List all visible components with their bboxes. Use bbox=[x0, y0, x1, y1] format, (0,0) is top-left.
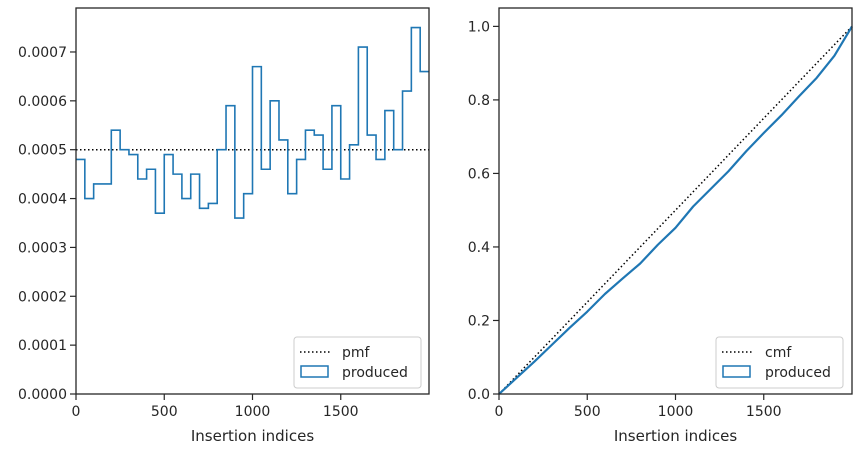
cmf-y-tick-label: 0.6 bbox=[468, 166, 490, 182]
pmf-legend: pmf produced bbox=[293, 336, 422, 389]
cmf-plot-frame bbox=[498, 7, 853, 395]
cmf-y-tick-label: 0.8 bbox=[468, 93, 490, 109]
cmf-panel: 0 500 1000 1500 0.0 0.2 0.4 0.6 0.8 1.0 Insertion… bbox=[468, 7, 853, 445]
cmf-legend: cmf produced bbox=[715, 336, 844, 389]
cmf-x-tick-label: 1500 bbox=[746, 404, 782, 420]
cmf-x-tick-label: 0 bbox=[495, 404, 504, 420]
pmf-series-layer bbox=[76, 26, 429, 219]
pmf-ticks: 0 500 1000 1500 0.0000 0.0001 0.0002 0.0003 0.00… bbox=[18, 45, 359, 420]
cmf-legend-box bbox=[715, 336, 844, 389]
pmf-y-tick-label: 0.0001 bbox=[18, 338, 67, 354]
cmf-ticks: 0 500 1000 1500 0.0 0.2 0.4 0.6 0.8 1.0 bbox=[468, 19, 782, 420]
pmf-legend-produced-swatch bbox=[300, 365, 329, 378]
pmf-plot-frame bbox=[75, 7, 430, 395]
pmf-x-tick-label: 0 bbox=[72, 404, 81, 420]
cmf-legend-produced-label: produced bbox=[765, 365, 831, 381]
pmf-y-tick-label: 0.0002 bbox=[18, 289, 67, 305]
cmf-x-axis-label: Insertion indices bbox=[614, 427, 737, 445]
pmf-x-tick-label: 1000 bbox=[235, 404, 271, 420]
pmf-x-tick-label: 1500 bbox=[323, 404, 359, 420]
pmf-legend-pmf-label: pmf bbox=[342, 345, 371, 361]
pmf-x-axis-label: Insertion indices bbox=[191, 427, 314, 445]
pmf-y-tick-label: 0.0006 bbox=[18, 94, 67, 110]
pmf-legend-produced-label: produced bbox=[342, 365, 408, 381]
cmf-y-tick-label: 0.0 bbox=[468, 387, 490, 403]
cmf-reference-layer bbox=[498, 25, 853, 395]
cmf-x-tick-label: 1000 bbox=[658, 404, 694, 420]
cmf-legend-cmf-label: cmf bbox=[765, 345, 792, 361]
pmf-panel: 0 500 1000 1500 0.0000 0.0001 0.0002 0.0003 0.00… bbox=[18, 7, 430, 445]
cmf-legend-produced-swatch bbox=[722, 365, 751, 378]
pmf-x-tick-label: 500 bbox=[151, 404, 178, 420]
pmf-produced-step-line bbox=[76, 26, 429, 219]
pmf-y-tick-label: 0.0000 bbox=[18, 387, 67, 403]
pmf-y-tick-label: 0.0004 bbox=[18, 192, 67, 208]
pmf-y-tick-label: 0.0003 bbox=[18, 240, 67, 256]
pmf-y-tick-label: 0.0005 bbox=[18, 143, 67, 159]
cmf-produced-curve bbox=[498, 25, 853, 395]
pmf-legend-box bbox=[293, 336, 422, 389]
cmf-series-layer bbox=[498, 25, 853, 395]
cmf-y-tick-label: 1.0 bbox=[468, 19, 490, 35]
cmf-x-tick-label: 500 bbox=[574, 404, 601, 420]
pmf-y-tick-label: 0.0007 bbox=[18, 45, 67, 61]
cmf-reference-line bbox=[498, 25, 853, 395]
cmf-y-tick-label: 0.4 bbox=[468, 240, 490, 256]
cmf-y-tick-label: 0.2 bbox=[468, 313, 490, 329]
